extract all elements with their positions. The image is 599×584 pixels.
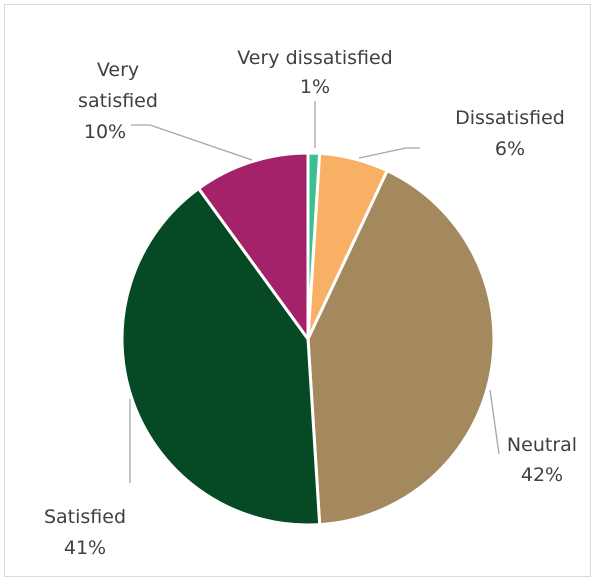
data-label-category-neutral-0: Neutral (507, 434, 577, 456)
data-label-category-very-satisfied-0: Very (97, 59, 139, 81)
pie-slices (120, 151, 496, 527)
leader-lines (129, 101, 500, 483)
data-label-category-very-satisfied-1: satisfied (78, 90, 158, 112)
pie-slice-satisfied (120, 187, 322, 527)
data-label-value-dissatisfied: 6% (495, 138, 525, 160)
leader-line-dissatisfied (358, 147, 420, 159)
leader-line-neutral (489, 389, 500, 455)
data-labels: Very dissatisfied 1% Dissatisfied 6% Neutral… (44, 47, 577, 559)
leader-line-very-satisfied (131, 124, 253, 161)
data-label-value-very-dissatisfied: 1% (300, 76, 330, 98)
data-label-value-satisfied: 41% (64, 537, 106, 559)
data-label-category-dissatisfied-0: Dissatisfied (455, 107, 565, 129)
data-label-category-satisfied-0: Satisfied (44, 506, 126, 528)
data-label-category-very-dissatisfied-0: Very dissatisfied (237, 47, 392, 69)
data-label-value-neutral: 42% (521, 464, 563, 486)
pie-slice-neutral (306, 169, 496, 527)
pie-slice-very-satisfied (197, 151, 310, 341)
data-label-value-very-satisfied: 10% (84, 121, 126, 143)
